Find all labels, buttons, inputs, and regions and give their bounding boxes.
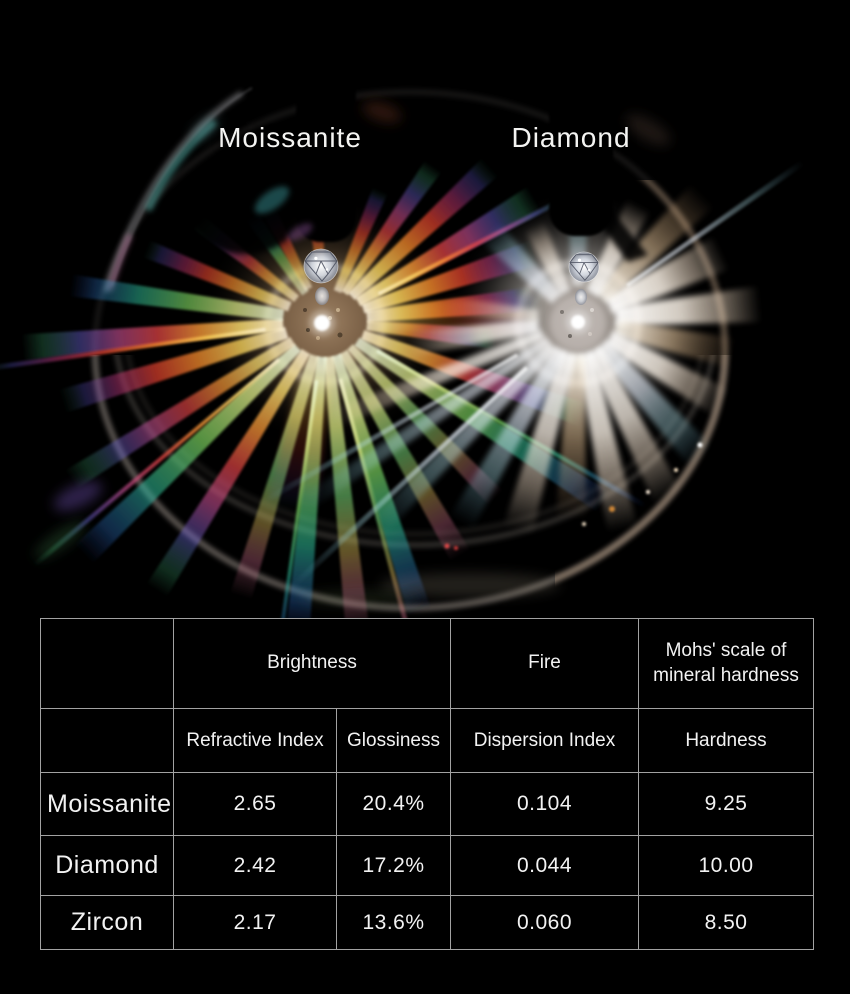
table-row-moissanite: Moissanite 2.65 20.4% 0.104 9.25 (40, 772, 814, 836)
diamond-gem (568, 251, 600, 283)
row-label-moissanite: Moissanite (40, 772, 174, 836)
table-row-zircon: Zircon 2.17 13.6% 0.060 8.50 (40, 895, 814, 950)
group-header-fire: Fire (450, 618, 639, 709)
corner-cell (40, 708, 174, 773)
row-label-zircon: Zircon (40, 895, 174, 950)
moissanite-dispersion-index: 0.104 (450, 772, 639, 836)
zircon-refractive-index: 2.17 (173, 895, 337, 950)
diamond-glossiness: 17.2% (336, 835, 451, 896)
sub-header-refractive-index: Refractive Index (173, 708, 337, 773)
moissanite-glossiness: 20.4% (336, 772, 451, 836)
diamond-starburst (260, 159, 805, 589)
group-header-brightness: Brightness (173, 618, 451, 709)
diamond-hardness: 10.00 (638, 835, 814, 896)
group-header-row: Brightness Fire Mohs' scale of mineral h… (40, 618, 814, 709)
diamond-refractive-index: 2.42 (173, 835, 337, 896)
zircon-dispersion-index: 0.060 (450, 895, 639, 950)
moissanite-gem (303, 248, 339, 284)
sub-header-glossiness: Glossiness (336, 708, 451, 773)
sub-header-dispersion-index: Dispersion Index (450, 708, 639, 773)
moissanite-refractive-index: 2.65 (173, 772, 337, 836)
moissanite-holder-silhouette (296, 36, 356, 242)
moissanite-photo-label: Moissanite (218, 122, 362, 153)
zircon-hardness: 8.50 (638, 895, 814, 950)
table-row-diamond: Diamond 2.42 17.2% 0.044 10.00 (40, 835, 814, 896)
comparison-table: Brightness Fire Mohs' scale of mineral h… (40, 618, 814, 950)
diamond-dispersion-index: 0.044 (450, 835, 639, 896)
group-header-mohs-scale: Mohs' scale of mineral hardness (638, 618, 814, 709)
gem-photo-svg (0, 26, 805, 618)
diamond-photo-label: Diamond (511, 122, 631, 153)
row-label-diamond: Diamond (40, 835, 174, 896)
moissanite-hardness: 9.25 (638, 772, 814, 836)
sub-header-row: Refractive Index Glossiness Dispersion I… (40, 708, 814, 773)
gem-comparison-photo: Moissanite Diamond (0, 26, 805, 618)
corner-cell (40, 618, 174, 709)
diamond-holder-silhouette (549, 26, 613, 236)
zircon-glossiness: 13.6% (336, 895, 451, 950)
sub-header-hardness: Hardness (638, 708, 814, 773)
